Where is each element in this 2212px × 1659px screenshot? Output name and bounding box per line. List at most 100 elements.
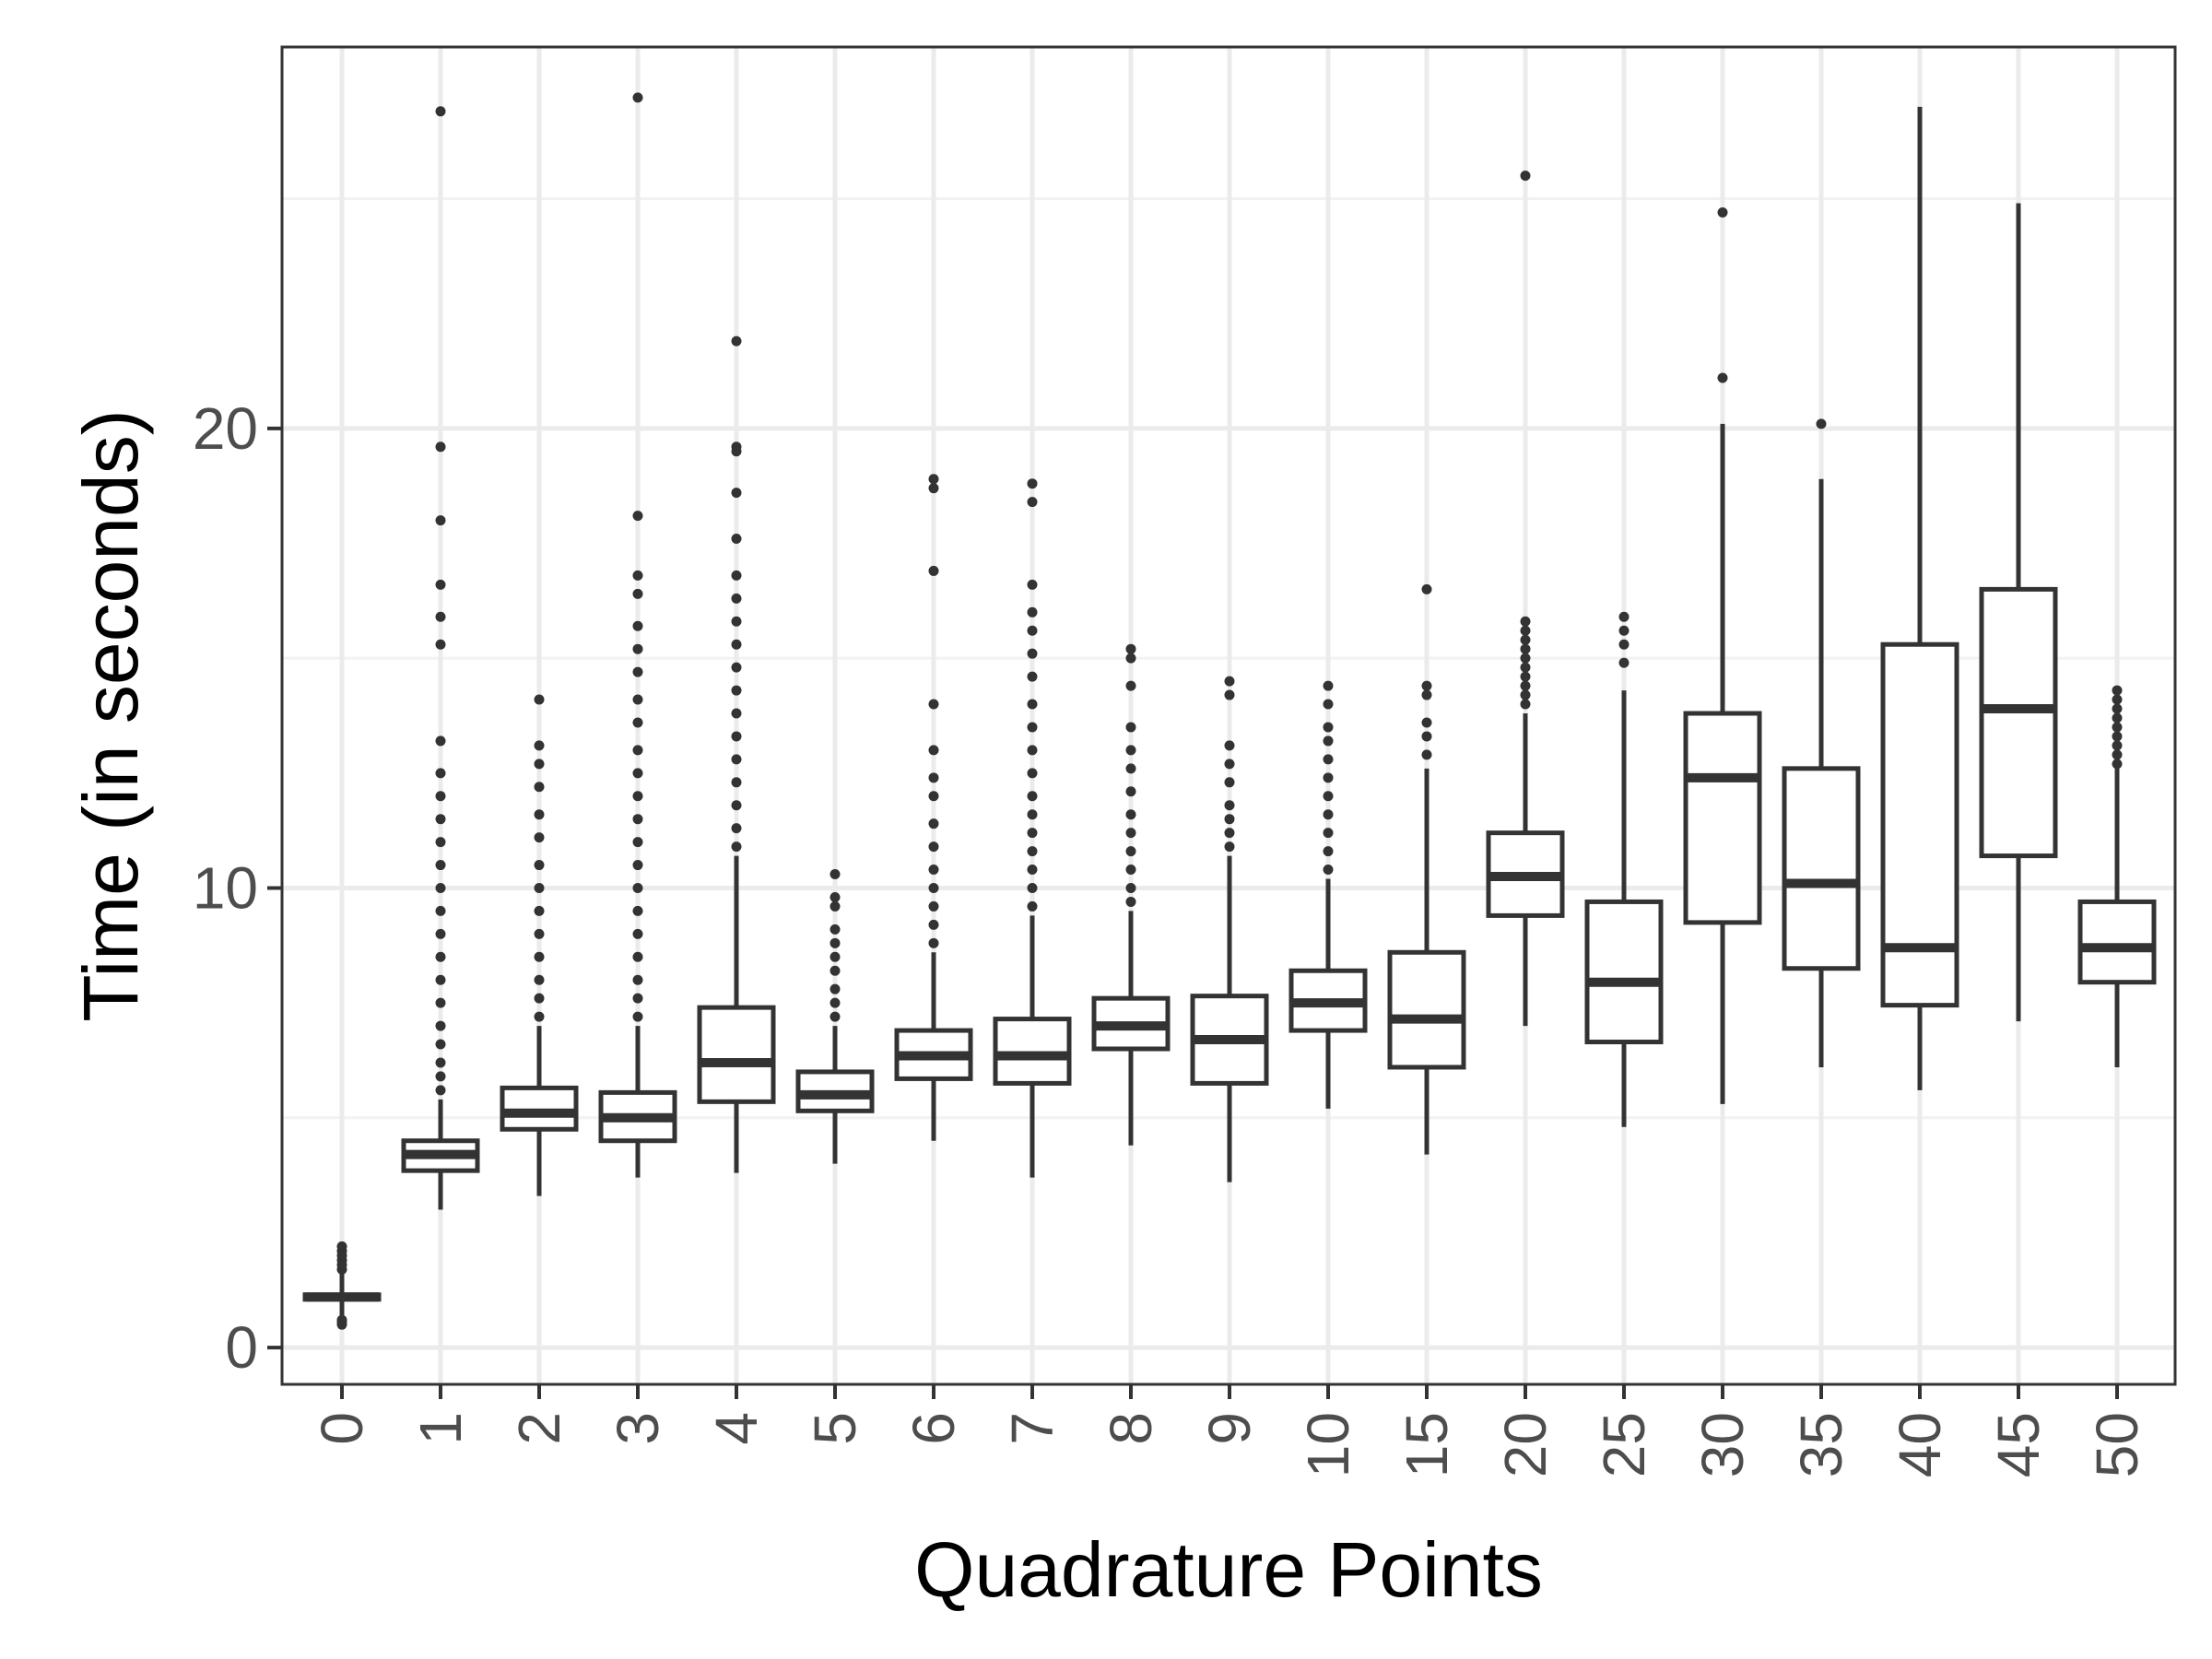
outlier-point xyxy=(534,905,545,916)
outlier-point xyxy=(435,611,446,622)
x-tick-label: 3 xyxy=(605,1412,671,1445)
box-9 xyxy=(1190,676,1269,1182)
outlier-point xyxy=(928,483,939,494)
outlier-point xyxy=(1125,763,1136,774)
outlier-point xyxy=(830,951,841,962)
outlier-point xyxy=(1125,846,1136,857)
outlier-point xyxy=(534,694,545,705)
outlier-point xyxy=(435,905,446,916)
outlier-point xyxy=(1125,643,1136,654)
outlier-point xyxy=(731,685,742,696)
box-10 xyxy=(1288,680,1368,1109)
outlier-point xyxy=(1520,662,1531,673)
outlier-point xyxy=(1323,791,1334,802)
outlier-point xyxy=(632,768,643,779)
outlier-point xyxy=(731,570,742,581)
outlier-point xyxy=(928,772,939,783)
outlier-point xyxy=(1027,497,1038,508)
outlier-point xyxy=(632,92,643,103)
outlier-point xyxy=(632,882,643,893)
outlier-point xyxy=(632,570,643,581)
outlier-point xyxy=(534,882,545,893)
iqr-box xyxy=(1782,766,1861,971)
outlier-point xyxy=(1027,791,1038,802)
outlier-point xyxy=(435,639,446,650)
x-axis-title: Quadrature Points xyxy=(914,1526,1543,1613)
outlier-point xyxy=(534,974,545,985)
x-tick-label: 0 xyxy=(309,1412,375,1445)
outlier-point xyxy=(1421,731,1432,742)
outlier-point xyxy=(1224,759,1235,770)
outlier-point xyxy=(731,708,742,719)
outlier-point xyxy=(534,951,545,962)
outlier-point xyxy=(632,860,643,871)
outlier-point xyxy=(928,699,939,710)
outlier-point xyxy=(1323,722,1334,733)
outlier-point xyxy=(534,740,545,751)
outlier-point xyxy=(1323,772,1334,783)
outlier-point xyxy=(1125,882,1136,893)
outlier-point xyxy=(1421,689,1432,700)
box-20 xyxy=(1486,171,1565,1027)
outlier-point xyxy=(928,841,939,853)
outlier-point xyxy=(1125,680,1136,691)
outlier-point xyxy=(435,1020,446,1031)
outlier-point xyxy=(1027,745,1038,756)
outlier-point xyxy=(435,441,446,453)
outlier-point xyxy=(928,937,939,948)
outlier-point xyxy=(632,694,643,705)
outlier-point xyxy=(435,579,446,590)
outlier-point xyxy=(1717,207,1728,218)
x-tick-label: 15 xyxy=(1394,1412,1460,1477)
outlier-point xyxy=(731,441,742,453)
outlier-point xyxy=(1520,634,1531,645)
x-tick-label: 7 xyxy=(999,1412,1065,1445)
outlier-point xyxy=(928,818,939,830)
outlier-point xyxy=(1027,625,1038,636)
outlier-point xyxy=(830,965,841,976)
outlier-point xyxy=(435,1057,446,1068)
box-4 xyxy=(697,335,776,1173)
box-35 xyxy=(1782,418,1861,1067)
outlier-point xyxy=(1520,171,1531,182)
outlier-point xyxy=(1520,653,1531,664)
outlier-point xyxy=(435,974,446,985)
outlier-point xyxy=(2112,694,2123,705)
x-tick-label: 6 xyxy=(900,1412,967,1445)
outlier-point xyxy=(435,951,446,962)
outlier-point xyxy=(1421,583,1432,594)
box-50 xyxy=(2077,685,2157,1067)
outlier-point xyxy=(731,639,742,650)
x-tick-label: 9 xyxy=(1196,1412,1263,1445)
outlier-point xyxy=(534,928,545,939)
y-tick-label: 20 xyxy=(193,395,258,462)
x-tick-label: 25 xyxy=(1591,1412,1657,1477)
outlier-point xyxy=(534,860,545,871)
outlier-point xyxy=(632,928,643,939)
outlier-point xyxy=(1027,828,1038,839)
outlier-point xyxy=(632,951,643,962)
outlier-point xyxy=(1125,865,1136,876)
outlier-point xyxy=(1027,865,1038,876)
outlier-point xyxy=(1027,478,1038,489)
outlier-point xyxy=(534,809,545,820)
outlier-point xyxy=(2112,731,2123,742)
outlier-point xyxy=(928,474,939,485)
outlier-point xyxy=(1323,754,1334,765)
outlier-point xyxy=(731,731,742,742)
x-tick-label: 2 xyxy=(506,1412,572,1445)
outlier-point xyxy=(1027,699,1038,710)
outlier-point xyxy=(1618,657,1630,668)
outlier-point xyxy=(435,735,446,747)
outlier-point xyxy=(731,754,742,765)
box-25 xyxy=(1584,611,1664,1127)
outlier-point xyxy=(632,717,643,728)
outlier-point xyxy=(435,814,446,825)
outlier-point xyxy=(534,1011,545,1022)
outlier-point xyxy=(830,924,841,935)
plot-panel xyxy=(280,45,2177,1386)
outlier-point xyxy=(534,759,545,770)
x-axis: 0 1 2 3 4 5 6 7 8 9 10 15 20 25 30 35 40 45 50 xyxy=(309,1384,2150,1477)
